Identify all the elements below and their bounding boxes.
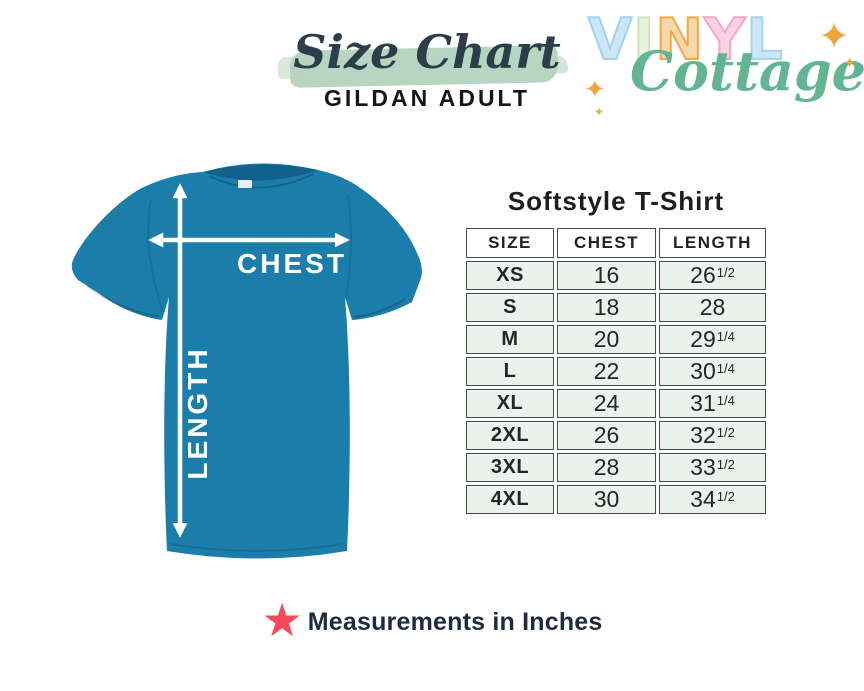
chest-cell: 26 — [557, 421, 656, 450]
star-icon: ★ — [261, 594, 303, 646]
tshirt-shape — [71, 163, 422, 559]
page-title: Size Chart — [293, 25, 561, 79]
logo-letter: N — [654, 7, 704, 73]
footer-note-row: ★ Measurements in Inches — [0, 597, 864, 647]
size-cell: 3XL — [466, 453, 554, 482]
sparkle-icon: ✦ — [584, 74, 606, 104]
fraction: 1/2 — [716, 489, 735, 504]
fraction: 1/4 — [716, 361, 735, 376]
fraction: 1/2 — [716, 265, 735, 280]
fraction: 1/4 — [716, 329, 735, 344]
table-row: 2XL 26 321/2 — [466, 421, 766, 450]
chest-cell: 28 — [557, 453, 656, 482]
column-header: CHEST — [557, 228, 656, 258]
length-cell: 341/2 — [659, 485, 766, 514]
length-cell: 301/4 — [659, 357, 766, 386]
sparkle-icon: ✦ — [594, 105, 605, 119]
table-row: XL 24 311/4 — [466, 389, 766, 418]
collar — [203, 164, 318, 181]
sparkle-icon: ✦ — [843, 55, 856, 72]
fraction: 1/4 — [716, 393, 735, 408]
size-cell: XL — [466, 389, 554, 418]
table-row: XS 16 261/2 — [466, 261, 766, 290]
logo-letter: V — [587, 7, 633, 73]
length-cell: 311/4 — [659, 389, 766, 418]
table-row: 4XL 30 341/2 — [466, 485, 766, 514]
size-table-block: Softstyle T-Shirt SIZE CHEST LENGTH XS 16 26… — [463, 186, 769, 517]
length-cell: 321/2 — [659, 421, 766, 450]
fraction: 1/2 — [716, 457, 735, 472]
logo-letter: Y — [703, 7, 746, 73]
size-cell: M — [466, 325, 554, 354]
length-cell: 261/2 — [659, 261, 766, 290]
title-block: Size Chart GILDAN ADULT — [288, 22, 566, 112]
size-table: SIZE CHEST LENGTH XS 16 261/2 S 18 28 M 20 291/4 L 2… — [463, 225, 769, 517]
chest-cell: 24 — [557, 389, 656, 418]
measurements-note: Measurements in Inches — [307, 607, 603, 636]
length-label: LENGTH — [182, 346, 213, 479]
chest-cell: 22 — [557, 357, 656, 386]
length-cell: 291/4 — [659, 325, 766, 354]
logo-letter: I — [632, 7, 655, 73]
chest-cell: 16 — [557, 261, 656, 290]
size-cell: 2XL — [466, 421, 554, 450]
collar-label — [238, 180, 252, 188]
tshirt-diagram: CHEST LENGTH — [71, 163, 422, 559]
page-subtitle: GILDAN ADULT — [324, 85, 530, 111]
chest-cell: 20 — [557, 325, 656, 354]
size-cell: S — [466, 293, 554, 322]
chest-cell: 30 — [557, 485, 656, 514]
sparkle-icon: ✦ — [818, 16, 850, 58]
size-cell: 4XL — [466, 485, 554, 514]
column-header: SIZE — [466, 228, 554, 258]
size-cell: L — [466, 357, 554, 386]
table-row: L 22 301/4 — [466, 357, 766, 386]
fraction: 1/2 — [716, 425, 735, 440]
table-row: 3XL 28 331/2 — [466, 453, 766, 482]
chest-cell: 18 — [557, 293, 656, 322]
table-row: S 18 28 — [466, 293, 766, 322]
size-cell: XS — [466, 261, 554, 290]
table-title: Softstyle T-Shirt — [507, 186, 725, 216]
table-row: M 20 291/4 — [466, 325, 766, 354]
length-cell: 28 — [659, 293, 766, 322]
table-header-row: SIZE CHEST LENGTH — [466, 228, 766, 258]
length-cell: 331/2 — [659, 453, 766, 482]
column-header: LENGTH — [659, 228, 766, 258]
chest-label: CHEST — [237, 248, 347, 279]
logo-letter: L — [745, 7, 783, 73]
logo-script-word: Cottage — [630, 39, 864, 103]
